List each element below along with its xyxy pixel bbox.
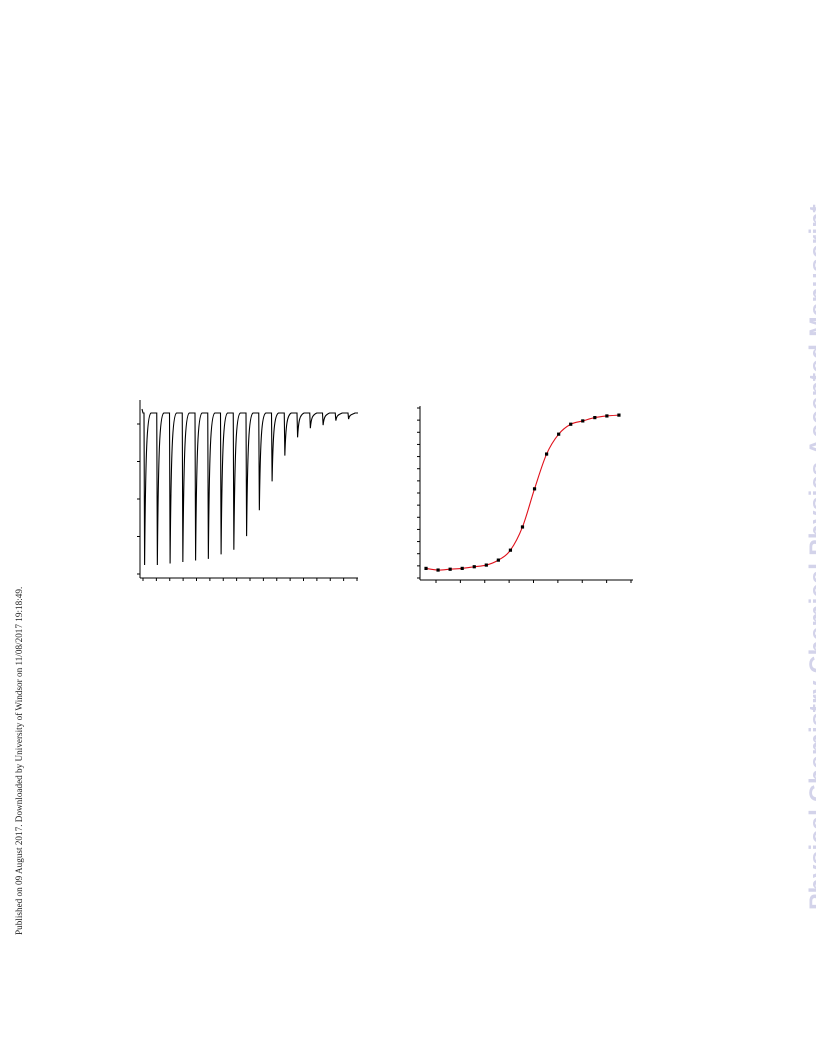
- data-point: [424, 566, 428, 570]
- fit-curve: [425, 414, 619, 571]
- data-point: [460, 566, 464, 570]
- data-point: [484, 563, 488, 567]
- data-point: [569, 422, 573, 426]
- data-point: [532, 487, 537, 491]
- data-point: [520, 525, 525, 529]
- data-point: [496, 558, 500, 562]
- data-point: [557, 432, 561, 436]
- data-point: [544, 452, 549, 456]
- data-point: [605, 414, 609, 418]
- data-point: [593, 416, 597, 420]
- data-point: [581, 419, 585, 423]
- data-point: [508, 548, 513, 552]
- data-point: [617, 413, 621, 417]
- data-point: [472, 565, 476, 569]
- thermogram-trace: [141, 408, 358, 566]
- data-point: [436, 568, 440, 572]
- data-point: [448, 567, 452, 571]
